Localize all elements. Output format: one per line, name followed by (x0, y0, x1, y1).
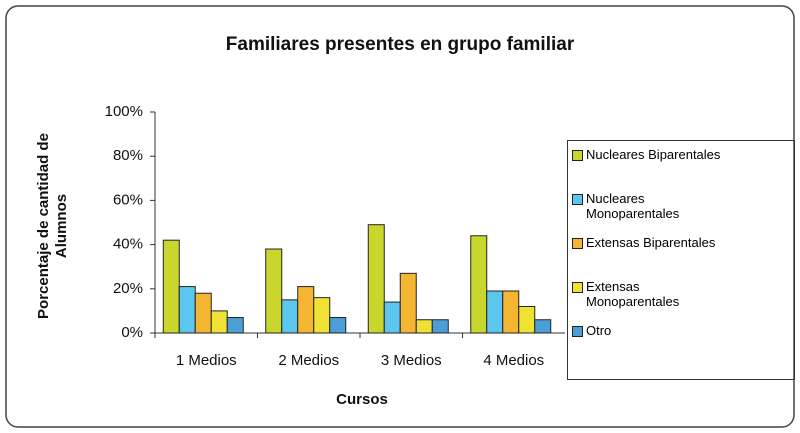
bar (415, 319, 433, 334)
legend-item: Otro (572, 323, 790, 357)
bar (502, 290, 520, 334)
y-tick-label: 20% (113, 280, 143, 297)
legend-item: Extensas Biparentales (572, 235, 790, 269)
bar (399, 272, 417, 334)
legend-label: Otro (586, 323, 612, 338)
legend-label: Nucleares Monoparentales (586, 191, 680, 221)
bar (178, 286, 196, 334)
bar (470, 235, 488, 334)
y-tick-label: 80% (113, 147, 143, 164)
legend-swatch (572, 326, 583, 337)
bar (518, 305, 536, 334)
bar (486, 290, 504, 334)
y-tick-label: 40% (113, 236, 143, 253)
legend-swatch (572, 282, 583, 293)
x-tick-label: 3 Medios (381, 352, 442, 369)
legend-item: Nucleares Monoparentales (572, 191, 790, 225)
legend-label: Extensas Biparentales (586, 235, 716, 250)
y-tick-label: 60% (113, 191, 143, 208)
bar (162, 239, 180, 334)
legend-swatch (572, 150, 583, 161)
y-tick-label: 0% (121, 324, 143, 341)
bar (367, 224, 385, 334)
bar (194, 292, 212, 334)
bar (210, 310, 228, 334)
bar (226, 317, 244, 334)
x-tick-label: 1 Medios (176, 352, 237, 369)
bar (313, 297, 331, 334)
legend-item: Nucleares Biparentales (572, 147, 790, 181)
y-tick-label: 100% (105, 103, 143, 120)
legend-label: Nucleares Biparentales (586, 147, 721, 162)
bar (265, 248, 283, 334)
y-axis-label: Porcentaje de cantidad de Alumnos (35, 133, 70, 319)
bar (297, 286, 315, 334)
legend-item: Extensas Monoparentales (572, 279, 790, 313)
bar (329, 317, 347, 334)
bar (383, 301, 401, 334)
legend-swatch (572, 238, 583, 249)
legend: Nucleares Biparentales Nucleares Monopare… (567, 140, 795, 380)
x-tick-label: 4 Medios (483, 352, 544, 369)
bar (281, 299, 299, 334)
legend-swatch (572, 194, 583, 205)
x-axis-label: Cursos (336, 391, 388, 408)
bar (431, 319, 449, 334)
x-tick-label: 2 Medios (278, 352, 339, 369)
legend-label: Extensas Monoparentales (586, 279, 680, 309)
bar (534, 319, 552, 334)
chart-title: Familiares presentes en grupo familiar (226, 34, 575, 55)
